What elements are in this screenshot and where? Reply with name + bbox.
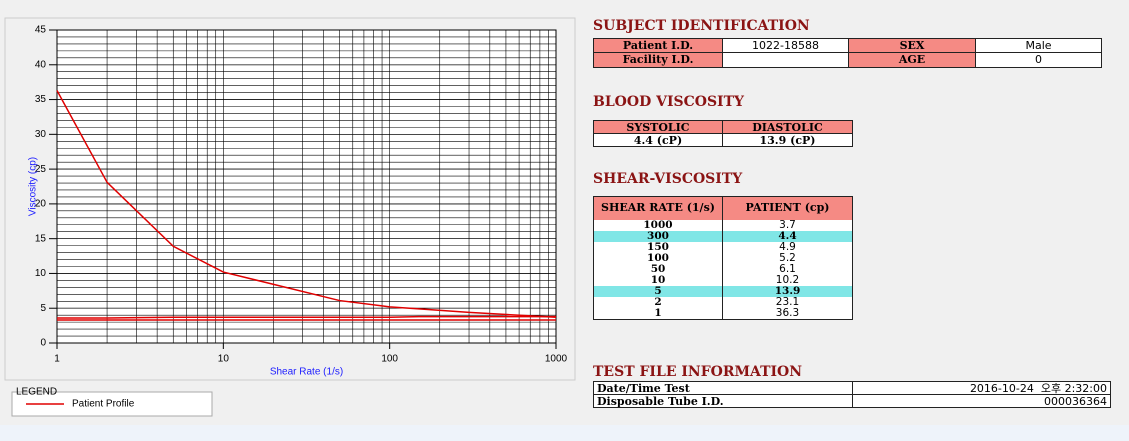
y-tick-label: 0 <box>40 338 46 349</box>
field-label: AGE <box>848 52 976 68</box>
field-value: 000036364 <box>852 394 1111 408</box>
legend-title: LEGEND <box>16 387 57 398</box>
table-cell: 1 <box>593 308 723 320</box>
field-value: 2016-10-24 오후 2:32:00 <box>852 381 1111 395</box>
section-title: SUBJECT IDENTIFICATION <box>593 18 810 34</box>
x-tick-label: 1 <box>54 354 60 365</box>
field-value: 1022-18588 <box>722 38 849 54</box>
field-value <box>722 52 849 68</box>
x-tick-label: 1000 <box>545 354 568 365</box>
series-line <box>56 90 557 319</box>
column-header: SHEAR RATE (1/s) <box>593 196 723 221</box>
y-axis-label: Viscosity (cp) <box>28 157 39 216</box>
field-value: 0 <box>975 52 1102 68</box>
y-tick-label: 30 <box>35 129 47 140</box>
y-tick-label: 5 <box>40 303 46 314</box>
section-title: TEST FILE INFORMATION <box>593 364 803 380</box>
y-tick-label: 45 <box>35 25 47 36</box>
table-cell: 36.3 <box>722 308 853 320</box>
y-tick-label: 25 <box>35 164 47 175</box>
legend-label: Patient Profile <box>72 399 135 410</box>
chart: LEGEND 0 5 10 15 20 25 30 35 40 45 1 10 100 1000 Shear… <box>4 17 576 417</box>
plot-area <box>56 29 557 344</box>
y-tick-label: 15 <box>35 233 47 244</box>
column-header: DIASTOLIC <box>722 120 853 134</box>
x-tick-label: 100 <box>381 354 398 365</box>
column-header: SYSTOLIC <box>593 120 723 134</box>
y-tick-label: 40 <box>35 59 47 70</box>
y-tick-label: 35 <box>35 94 47 105</box>
field-label: Date/Time Test <box>593 381 853 395</box>
value-cell: 13.9 (cP) <box>722 133 853 147</box>
status-strip <box>0 425 1129 441</box>
value-cell: 4.4 (cP) <box>593 133 723 147</box>
field-label: Facility I.D. <box>593 52 723 68</box>
series-line <box>57 315 556 319</box>
section-title: SHEAR-VISCOSITY <box>593 171 743 187</box>
column-header: PATIENT (cp) <box>722 196 853 221</box>
field-label: Disposable Tube I.D. <box>593 394 853 408</box>
x-axis-label: Shear Rate (1/s) <box>270 367 343 378</box>
y-tick-label: 20 <box>35 199 47 210</box>
y-tick-label: 10 <box>35 268 47 279</box>
x-tick-label: 10 <box>218 354 230 365</box>
section-title: BLOOD VISCOSITY <box>593 94 745 110</box>
